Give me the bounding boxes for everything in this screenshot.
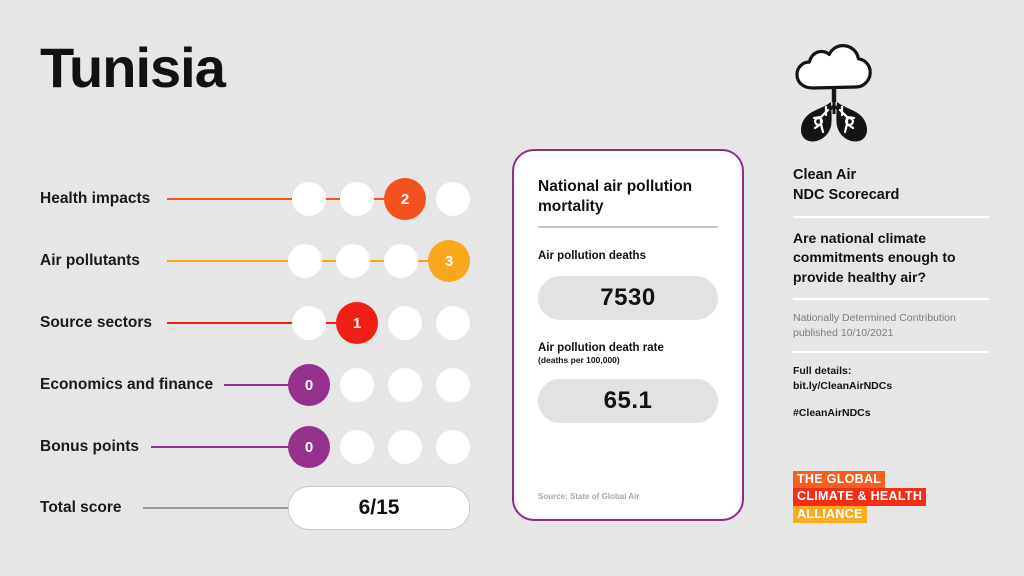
total-score-connector-line [143, 507, 290, 509]
scorecard-row: Bonus points 0 [40, 416, 470, 478]
scorecard-dot-filled[interactable]: 3 [428, 240, 470, 282]
mortality-card-source: Source: State of Global Air [538, 492, 640, 501]
full-details: Full details: bit.ly/CleanAirNDCs [793, 364, 989, 393]
brand-title: Clean Air NDC Scorecard [793, 167, 900, 203]
death-rate-label: Air pollution death rate [538, 341, 664, 354]
gcha-logo-line-3: ALLIANCE [793, 505, 867, 523]
scorecard-dot-empty[interactable] [388, 368, 422, 402]
scorecard-dot-empty[interactable] [436, 306, 470, 340]
scorecard-row-label: Source sectors [40, 314, 152, 331]
scorecard-dot-track: 0 [288, 364, 470, 406]
scorecard-dot-empty[interactable] [384, 244, 418, 278]
scorecard-dot-empty[interactable] [340, 368, 374, 402]
scorecard-connector-line [167, 198, 405, 200]
total-score-label: Total score [40, 499, 122, 516]
divider-1 [793, 216, 989, 219]
scorecard-row-label: Health impacts [40, 190, 151, 207]
scorecard-dot-empty[interactable] [292, 306, 326, 340]
scorecard-dot-empty[interactable] [292, 182, 326, 216]
scorecard-dot-track: 0 [288, 426, 470, 468]
scorecard-dot-filled[interactable]: 0 [288, 426, 330, 468]
scorecard-dot-empty[interactable] [288, 244, 322, 278]
scorecard-dot-empty[interactable] [436, 182, 470, 216]
hashtag: #CleanAirNDCs [793, 406, 871, 419]
scorecard-dot-empty[interactable] [436, 368, 470, 402]
scorecard-rows: Health impacts 2 Air pollutants 3 Source sec… [40, 168, 470, 538]
scorecard-dot-track: 1 [292, 302, 470, 344]
deaths-value: 7530 [538, 275, 718, 320]
gcha-logo-line-2: CLIMATE & HEALTH [793, 488, 927, 506]
scorecard-dot-track: 3 [288, 240, 470, 282]
divider-2 [793, 298, 989, 301]
total-score-value: 6/15 [288, 486, 470, 530]
scorecard-row-label: Economics and finance [40, 376, 214, 393]
scorecard-dot-empty[interactable] [340, 430, 374, 464]
scorecard-connector-line [151, 446, 309, 448]
deaths-label: Air pollution deaths [538, 249, 646, 262]
scorecard-dot-empty[interactable] [436, 430, 470, 464]
full-details-url[interactable]: bit.ly/CleanAirNDCs [793, 380, 893, 393]
total-score-row: Total score 6/15 [40, 478, 470, 538]
scorecard-dot-filled[interactable]: 0 [288, 364, 330, 406]
gcha-logo: THE GLOBAL CLIMATE & HEALTH ALLIANCE [793, 471, 993, 523]
lungs-cloud-icon [795, 44, 872, 142]
mortality-card-divider [538, 225, 718, 228]
scorecard-row: Economics and finance 0 [40, 354, 470, 416]
ndc-published-note: Nationally Determined Contribution publi… [793, 312, 956, 339]
scorecard-connector-line [167, 322, 357, 324]
scorecard-dot-empty[interactable] [388, 306, 422, 340]
scorecard-row: Source sectors 1 [40, 292, 470, 354]
scorecard-dot-empty[interactable] [340, 182, 374, 216]
death-rate-sublabel: (deaths per 100,000) [538, 354, 620, 365]
scorecard-dot-track: 2 [292, 178, 470, 220]
scorecard-row: Air pollutants 3 [40, 230, 470, 292]
mortality-card-title: National air pollution mortality [538, 178, 693, 215]
gcha-logo-line-1: THE GLOBAL [793, 471, 886, 489]
scorecard-connector-line [224, 384, 309, 386]
scorecard-dot-empty[interactable] [388, 430, 422, 464]
headline-question: Are national climate commitments enough … [793, 230, 956, 285]
mortality-card: National air pollution mortality Air pol… [512, 149, 744, 521]
full-details-label: Full details: [793, 365, 852, 378]
scorecard-row: Health impacts 2 [40, 168, 470, 230]
death-rate-value: 65.1 [538, 378, 718, 423]
divider-3 [793, 351, 989, 354]
scorecard-row-label: Bonus points [40, 438, 140, 455]
scorecard-dot-filled[interactable]: 2 [384, 178, 426, 220]
scorecard-dot-filled[interactable]: 1 [336, 302, 378, 344]
right-column: Clean Air NDC Scorecard Are national clim… [793, 44, 989, 419]
page-title: Tunisia [40, 36, 226, 99]
scorecard-row-label: Air pollutants [40, 252, 140, 269]
scorecard-dot-empty[interactable] [336, 244, 370, 278]
